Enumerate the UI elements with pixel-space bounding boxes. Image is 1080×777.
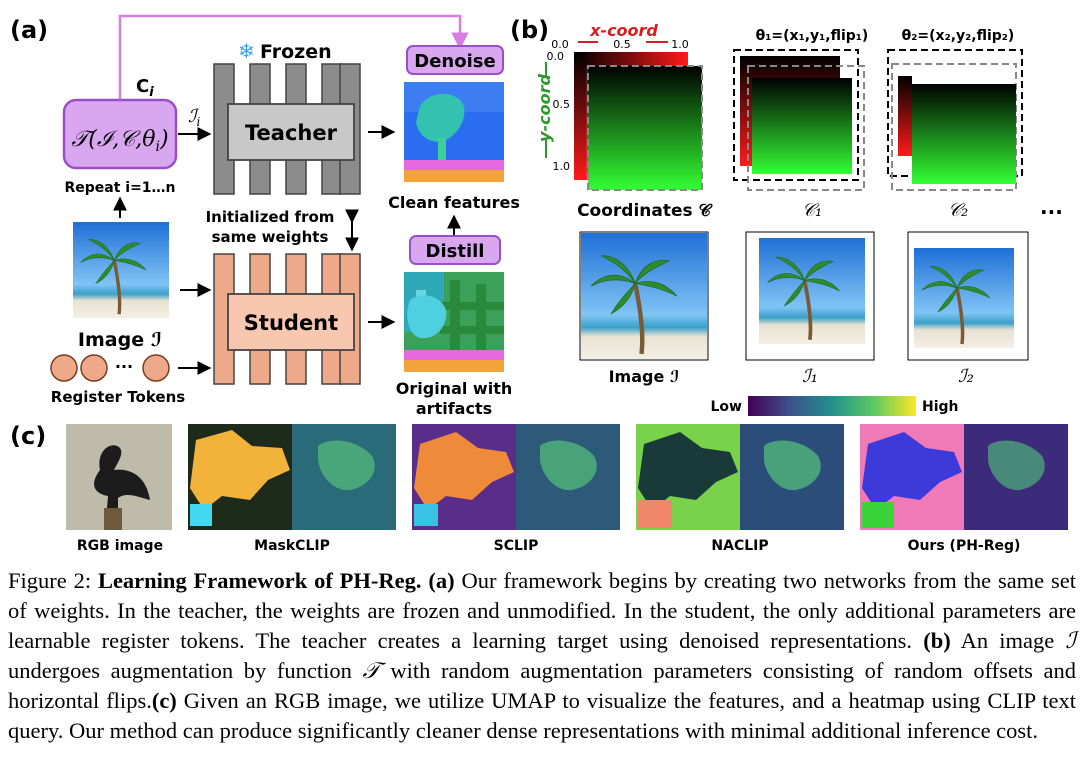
caption-text-a: Our framework begins by creating two net…	[8, 568, 1077, 653]
caption-text-b1: An image	[950, 628, 1066, 653]
x-coord-label: x-coord	[589, 21, 658, 40]
label-ours: Ours (PH-Reg)	[908, 538, 1021, 554]
caption-sym-i: ℐ	[1065, 628, 1076, 653]
snowflake-icon: ❄	[238, 39, 255, 63]
ours-maps	[860, 424, 1068, 530]
label-maskclip: MaskCLIP	[254, 538, 330, 554]
colorbar-low-label: Low	[711, 399, 743, 415]
sclip-maps	[412, 424, 620, 530]
figure: (a) Ci 𝒯(ℐ,𝒞,θi) Repeat i=1…n ℐi ❄ Froze…	[10, 14, 1068, 554]
theta2-label: θ₂=(x₂,y₂,flip₂)	[902, 28, 1015, 44]
naclip-maps	[636, 424, 844, 530]
caption-sym-t: 𝒯	[362, 658, 380, 683]
panel-a-label: (a)	[10, 16, 48, 44]
label-sclip: SCLIP	[494, 538, 539, 554]
caption-text-c: Given an RGB image, we utilize UMAP to v…	[8, 688, 1076, 743]
teacher-network	[213, 63, 361, 195]
image-i-panel	[579, 231, 709, 361]
caption-fig: Figure 2:	[8, 568, 98, 593]
repeat-label: Repeat i=1…n	[64, 180, 175, 196]
artifact-feature-map	[404, 272, 504, 372]
student-network	[213, 253, 361, 385]
i2-label: ℐ₂	[958, 366, 974, 387]
y-tick-0: 0.0	[547, 50, 565, 63]
coordinates-label: Coordinates 𝒞	[577, 201, 713, 221]
x-tick-2: 1.0	[671, 38, 689, 51]
ellipsis: ...	[1040, 195, 1063, 219]
input-beach-image	[71, 222, 171, 318]
svg-text:···: ···	[115, 357, 133, 376]
image-i-label: Image ℐ	[78, 329, 162, 351]
coordinate-map-c2	[887, 49, 1023, 191]
original-artifacts-label-2: artifacts	[416, 399, 492, 418]
register-tokens-label: Register Tokens	[51, 388, 185, 406]
panel-b-label: (b)	[510, 16, 549, 44]
register-tokens: ···	[50, 354, 170, 382]
theta1-label: θ₁=(x₁,y₁,flip₁)	[756, 28, 869, 44]
frozen-label: Frozen	[260, 41, 332, 63]
maskclip-maps	[188, 424, 396, 530]
panel-c-label: (c)	[10, 422, 46, 450]
distill-label: Distill	[426, 241, 485, 262]
distill-box	[409, 235, 501, 265]
original-artifacts-label-1: Original with	[396, 379, 512, 398]
caption-pc: (c)	[151, 688, 177, 713]
rgb-bird-image	[66, 424, 172, 530]
denoise-label: Denoise	[414, 51, 495, 72]
image-i2-panel	[907, 231, 1029, 361]
label-naclip: NACLIP	[711, 538, 768, 554]
coordinate-map-main	[574, 52, 703, 191]
caption-pa: (a)	[428, 568, 455, 593]
coordinate-map-c1	[733, 49, 865, 191]
viridis-colorbar	[748, 396, 916, 416]
pink-feedback-arrow	[118, 14, 469, 100]
caption-text-b2: undergoes augmentation by function	[8, 658, 363, 683]
init-label-1: Initialized from	[206, 208, 335, 226]
label-rgb: RGB image	[77, 538, 163, 554]
colorbar-high-label: High	[922, 399, 959, 415]
transform-box	[62, 98, 178, 170]
y-coord-label: y-coord	[535, 74, 554, 142]
c2-label: 𝒞₂	[948, 200, 968, 221]
y-tick-2: 1.0	[553, 160, 571, 173]
caption-title: Learning Framework of PH-Reg.	[97, 568, 422, 593]
student-label: Student	[244, 311, 338, 335]
clean-feature-map	[404, 82, 504, 182]
caption-text-b3: with random augmentation parameters cons…	[8, 658, 1076, 713]
init-label-2: same weights	[212, 228, 329, 246]
denoise-box	[406, 45, 504, 75]
image-i-caption: Image ℐ	[609, 367, 680, 386]
clean-features-label: Clean features	[388, 193, 520, 212]
c1-label: 𝒞₁	[802, 200, 822, 221]
y-tick-1: 0.5	[553, 98, 571, 111]
x-tick-1: 0.5	[613, 38, 631, 51]
transform-label: 𝒯(ℐ,𝒞,θi)	[71, 127, 168, 155]
image-i1-panel	[745, 231, 875, 361]
figure-caption: Figure 2: Learning Framework of PH-Reg. …	[0, 560, 1080, 777]
x-tick-0: 0.0	[551, 38, 569, 51]
caption-pb: (b)	[923, 628, 951, 653]
teacher-label: Teacher	[245, 121, 338, 145]
i1-label: ℐ₁	[802, 366, 818, 387]
c-i-label: Ci	[136, 76, 154, 100]
i-i-label: ℐi	[188, 106, 200, 129]
